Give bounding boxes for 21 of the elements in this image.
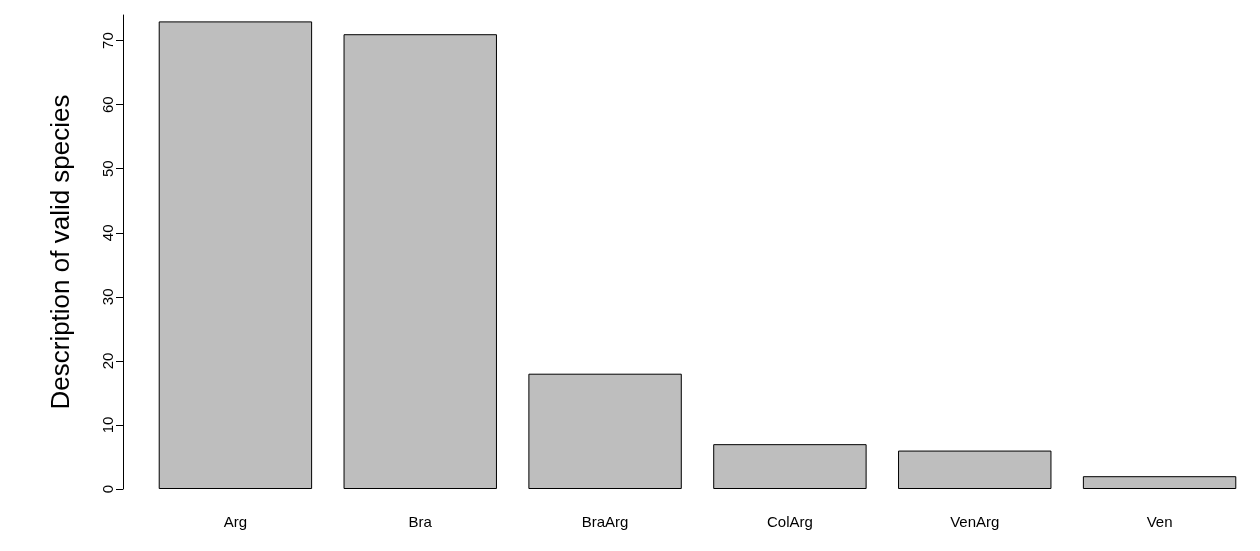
y-tick-label: 40 bbox=[99, 224, 116, 242]
y-tick-label: 30 bbox=[99, 288, 116, 306]
bar bbox=[158, 21, 313, 489]
bar bbox=[713, 444, 867, 489]
y-tick-label: 0 bbox=[99, 484, 116, 494]
y-tick-label: 60 bbox=[99, 96, 116, 114]
bar bbox=[343, 34, 497, 489]
y-tick-label: 50 bbox=[99, 160, 116, 178]
bar bbox=[1082, 476, 1237, 489]
y-tick-label: 70 bbox=[99, 32, 116, 49]
y-tick-label: 20 bbox=[99, 352, 116, 370]
x-tick-label: VenArg bbox=[950, 513, 1000, 530]
x-tick-label: Arg bbox=[223, 513, 248, 530]
x-tick-label: ColArg bbox=[766, 513, 813, 530]
bar bbox=[898, 450, 1052, 489]
y-axis-title: Description of valid species bbox=[45, 94, 75, 410]
bar bbox=[528, 373, 682, 489]
y-tick-label: 10 bbox=[99, 416, 116, 434]
x-tick-label: Ven bbox=[1146, 513, 1173, 530]
x-tick-label: BraArg bbox=[581, 513, 629, 530]
x-tick-label: Bra bbox=[408, 513, 433, 530]
